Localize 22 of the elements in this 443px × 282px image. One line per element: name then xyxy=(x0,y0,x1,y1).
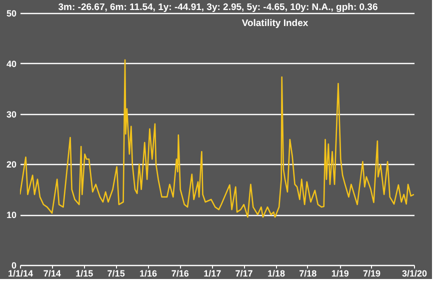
x-tick-label: 7/14 xyxy=(43,268,61,278)
x-tick-label: 7/19 xyxy=(363,268,381,278)
y-tick-label: 10 xyxy=(6,210,16,220)
x-tick-label: 1/16 xyxy=(140,268,158,278)
text: 3m: -26.67, 6m: 11.54, 1y: -44.91, 3y: 2.95, 5y: -4.65, 10y: N.A., gph: 0.36 xyxy=(58,2,378,13)
x-tick-label: 1/1/14 xyxy=(8,268,34,278)
x-tick-label: 3/1/20 xyxy=(402,268,428,278)
y-tick-label: 30 xyxy=(6,109,16,120)
x-tick-label: 7/18 xyxy=(299,268,317,278)
text: Volatility Index xyxy=(242,18,309,29)
x-tick-label: 1/18 xyxy=(267,268,285,278)
y-tick-label: 50 xyxy=(6,8,16,18)
x-tick-label: 7/15 xyxy=(107,268,125,278)
y-tick-label: 20 xyxy=(6,160,16,170)
x-tick-label: 1/15 xyxy=(76,268,94,278)
x-tick-label: 1/17 xyxy=(204,268,222,278)
y-tick-label: 40 xyxy=(6,58,16,69)
line-series xyxy=(20,59,414,218)
y-tick-label: 0 xyxy=(11,260,16,270)
x-tick-label: 7/17 xyxy=(235,268,253,278)
x-tick-label: 7/16 xyxy=(171,268,189,278)
x-tick-label: 1/19 xyxy=(331,268,349,278)
